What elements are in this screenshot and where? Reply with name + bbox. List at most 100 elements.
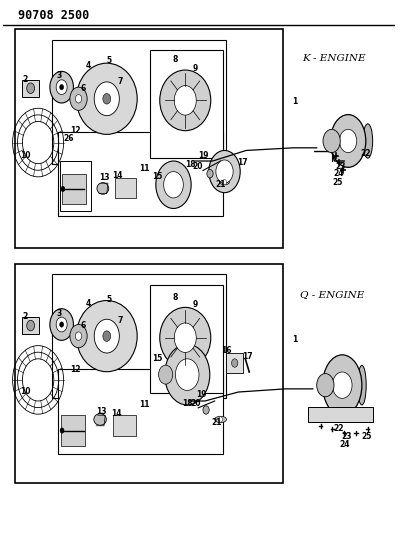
FancyBboxPatch shape — [52, 39, 226, 164]
Text: 18: 18 — [185, 160, 195, 168]
Ellipse shape — [323, 355, 362, 416]
Text: 90708 2500: 90708 2500 — [18, 9, 90, 22]
Text: 9: 9 — [193, 63, 198, 72]
Circle shape — [174, 86, 196, 115]
Circle shape — [339, 130, 357, 152]
Text: 19: 19 — [198, 151, 208, 160]
Circle shape — [103, 331, 111, 342]
Ellipse shape — [363, 124, 373, 158]
Circle shape — [27, 83, 35, 93]
Text: 11: 11 — [139, 400, 149, 409]
Ellipse shape — [76, 301, 137, 372]
Text: 15: 15 — [152, 172, 163, 181]
Circle shape — [158, 365, 173, 384]
FancyBboxPatch shape — [150, 50, 222, 158]
Text: 22: 22 — [334, 424, 344, 433]
Bar — [22, 80, 39, 96]
Bar — [61, 415, 85, 446]
Text: 12: 12 — [70, 126, 81, 135]
Text: 24: 24 — [333, 169, 343, 178]
Text: 23: 23 — [341, 432, 352, 441]
Text: 3: 3 — [56, 71, 62, 80]
Text: 18: 18 — [182, 399, 193, 408]
Text: 26: 26 — [63, 134, 74, 143]
Circle shape — [56, 80, 67, 94]
Text: 20: 20 — [191, 399, 201, 408]
Circle shape — [164, 172, 183, 198]
Circle shape — [103, 93, 111, 104]
Text: 7: 7 — [118, 77, 123, 86]
Circle shape — [332, 372, 352, 398]
Circle shape — [174, 323, 196, 352]
Text: 23: 23 — [336, 162, 346, 171]
Circle shape — [94, 82, 119, 116]
Circle shape — [50, 71, 73, 103]
Text: 21: 21 — [212, 417, 222, 426]
FancyBboxPatch shape — [52, 274, 226, 398]
Ellipse shape — [156, 161, 191, 208]
Circle shape — [317, 374, 334, 397]
Text: 19: 19 — [196, 390, 207, 399]
Circle shape — [219, 417, 222, 422]
Text: 2: 2 — [22, 75, 27, 84]
Text: 7: 7 — [118, 316, 123, 325]
Ellipse shape — [330, 115, 366, 167]
FancyBboxPatch shape — [58, 369, 222, 454]
Text: K - ENGINE: K - ENGINE — [302, 54, 366, 63]
Text: 13: 13 — [99, 173, 109, 182]
Text: 6: 6 — [81, 84, 86, 93]
Text: 15: 15 — [152, 354, 163, 364]
Circle shape — [70, 87, 87, 110]
Bar — [113, 415, 136, 437]
Text: 20: 20 — [192, 162, 203, 171]
Ellipse shape — [209, 150, 240, 192]
Text: 6: 6 — [81, 321, 86, 330]
Circle shape — [176, 359, 199, 391]
Text: 10: 10 — [20, 387, 31, 396]
Ellipse shape — [160, 308, 211, 368]
Circle shape — [203, 406, 209, 414]
Text: 5: 5 — [107, 56, 112, 66]
Circle shape — [27, 320, 35, 331]
Ellipse shape — [165, 344, 210, 405]
Text: Q - ENGINE: Q - ENGINE — [300, 290, 365, 299]
Text: 1: 1 — [293, 335, 298, 344]
Ellipse shape — [220, 180, 229, 185]
Text: 8: 8 — [173, 55, 178, 64]
Circle shape — [222, 180, 226, 185]
Text: 2: 2 — [22, 312, 27, 321]
Bar — [62, 174, 86, 204]
Ellipse shape — [97, 183, 109, 194]
Circle shape — [50, 309, 73, 341]
Text: 13: 13 — [96, 407, 107, 416]
Circle shape — [60, 428, 64, 433]
Ellipse shape — [357, 366, 366, 405]
Circle shape — [323, 130, 340, 152]
Bar — [22, 317, 39, 334]
Text: 5: 5 — [107, 295, 112, 304]
Text: 10: 10 — [20, 151, 31, 160]
Text: 12: 12 — [70, 365, 81, 374]
Circle shape — [207, 169, 213, 178]
Circle shape — [60, 85, 64, 90]
Ellipse shape — [160, 70, 211, 131]
FancyBboxPatch shape — [58, 132, 222, 216]
Bar — [226, 353, 243, 373]
FancyBboxPatch shape — [150, 285, 222, 393]
Circle shape — [94, 319, 119, 353]
Circle shape — [56, 317, 67, 332]
Text: 4: 4 — [86, 299, 91, 308]
Text: 25: 25 — [332, 177, 342, 187]
Circle shape — [216, 160, 233, 183]
Ellipse shape — [76, 63, 137, 134]
Text: 8: 8 — [173, 293, 178, 302]
Text: 14: 14 — [113, 171, 123, 180]
Circle shape — [232, 359, 238, 367]
Text: 14: 14 — [111, 409, 121, 418]
Text: 3: 3 — [56, 310, 62, 319]
Text: 1: 1 — [293, 98, 298, 107]
Text: 21: 21 — [216, 180, 226, 189]
Circle shape — [61, 187, 65, 191]
Text: 17: 17 — [242, 352, 253, 361]
Circle shape — [70, 325, 87, 348]
